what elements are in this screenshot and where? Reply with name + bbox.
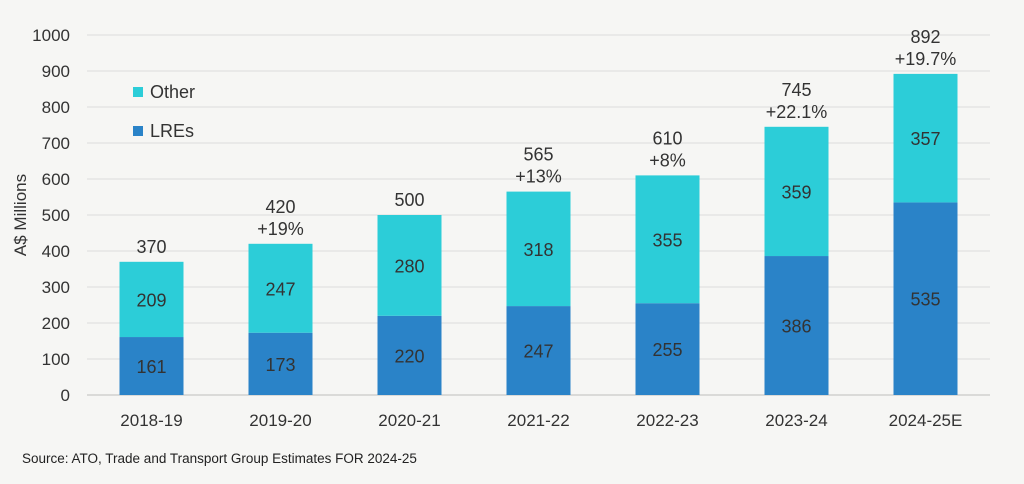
y-tick-label: 200 [42, 314, 70, 333]
x-tick-label: 2021-22 [507, 411, 569, 430]
bar-lres [377, 315, 442, 395]
legend-swatch [133, 87, 143, 97]
bar-other [119, 261, 184, 338]
y-tick-label: 100 [42, 350, 70, 369]
data-label-lres: 255 [652, 340, 682, 360]
bar-lres [119, 337, 184, 395]
legend-item-other: Other [150, 82, 195, 102]
total-label: 565 [523, 145, 553, 165]
bar-lres [764, 256, 829, 395]
bar-other [764, 126, 829, 257]
x-tick-label: 2020-21 [378, 411, 440, 430]
y-tick-label: 0 [61, 386, 70, 405]
data-label-other: 247 [265, 279, 295, 299]
growth-label: +19% [257, 219, 304, 239]
source-note: Source: ATO, Trade and Transport Group E… [22, 451, 417, 466]
total-label: 745 [781, 80, 811, 100]
bar-other [635, 175, 700, 304]
y-tick-label: 1000 [32, 26, 70, 45]
data-label-lres: 220 [394, 346, 424, 366]
growth-label: +13% [515, 167, 562, 187]
data-label-other: 355 [652, 230, 682, 250]
data-label-lres: 386 [781, 317, 811, 337]
legend-swatch [133, 126, 143, 136]
data-label-lres: 161 [136, 357, 166, 377]
x-tick-label: 2022-23 [636, 411, 698, 430]
bar-lres [635, 303, 700, 395]
y-tick-label: 800 [42, 98, 70, 117]
bar-other [377, 215, 442, 316]
total-label: 610 [652, 128, 682, 148]
y-tick-label: 900 [42, 62, 70, 81]
data-label-other: 359 [781, 182, 811, 202]
growth-label: +19.7% [895, 49, 957, 69]
legend-item-lres: LREs [150, 121, 194, 141]
data-label-other: 280 [394, 256, 424, 276]
bar-lres [248, 332, 313, 395]
growth-label: +8% [649, 150, 686, 170]
data-label-lres: 247 [523, 342, 553, 362]
data-label-other: 318 [523, 240, 553, 260]
y-tick-label: 400 [42, 242, 70, 261]
data-label-lres: 535 [910, 290, 940, 310]
total-label: 370 [136, 237, 166, 257]
total-label: 892 [910, 27, 940, 47]
y-axis-label: A$ Millions [11, 174, 30, 256]
bar-other [248, 243, 313, 333]
y-tick-label: 500 [42, 206, 70, 225]
bar-lres [506, 306, 571, 395]
bar-lres [893, 202, 958, 395]
total-label: 500 [394, 190, 424, 210]
y-tick-label: 600 [42, 170, 70, 189]
total-label: 420 [265, 197, 295, 217]
x-tick-label: 2024-25E [889, 411, 963, 430]
x-tick-label: 2023-24 [765, 411, 827, 430]
y-tick-label: 300 [42, 278, 70, 297]
x-tick-label: 2018-19 [120, 411, 182, 430]
bar-other [893, 73, 958, 203]
data-label-other: 357 [910, 129, 940, 149]
bar-other [506, 191, 571, 307]
data-label-other: 209 [136, 290, 166, 310]
growth-label: +22.1% [766, 102, 828, 122]
y-tick-label: 700 [42, 134, 70, 153]
x-tick-label: 2019-20 [249, 411, 311, 430]
data-label-lres: 173 [265, 355, 295, 375]
